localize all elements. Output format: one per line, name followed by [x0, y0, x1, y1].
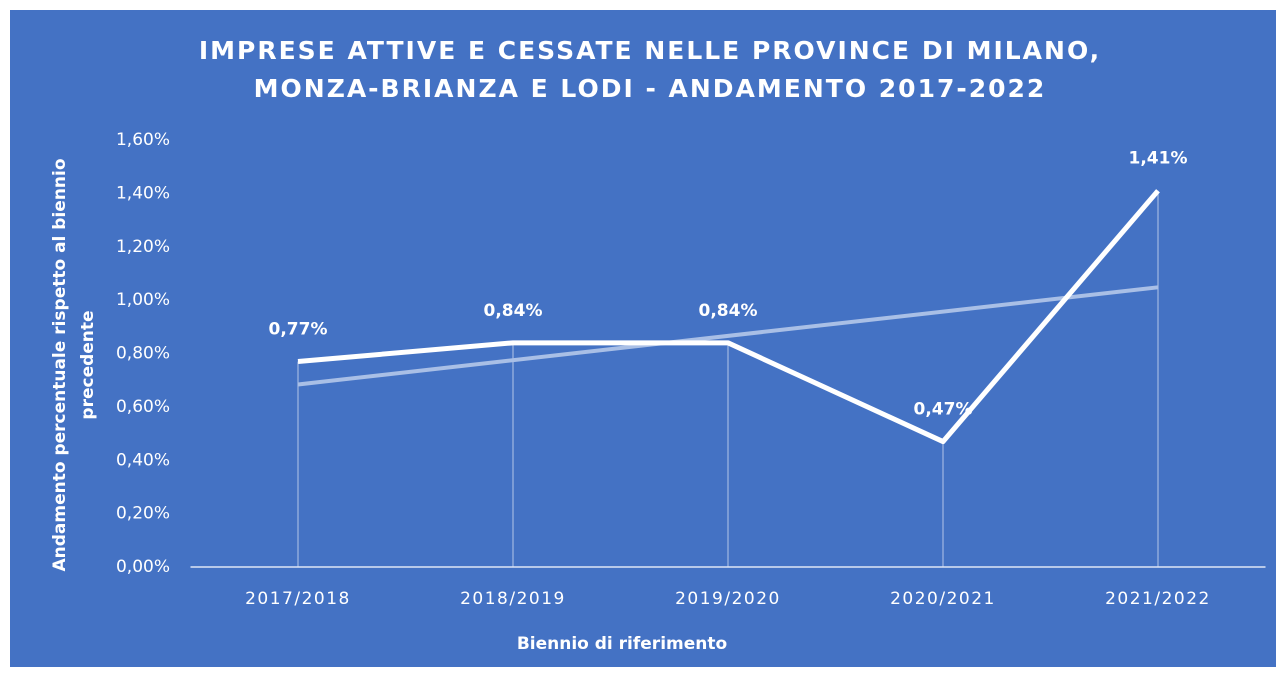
data-label: 0,77%: [269, 320, 328, 340]
data-label: 0,84%: [699, 301, 758, 321]
x-tick-label: 2019/2020: [675, 589, 781, 609]
y-tick-label: 1,40%: [116, 183, 170, 203]
y-axis-title: Andamento percentuale rispetto al bienni…: [50, 158, 70, 571]
data-label: 0,47%: [914, 400, 973, 420]
y-tick-label: 1,20%: [116, 237, 170, 257]
y-tick-label: 0,00%: [116, 557, 170, 577]
x-axis-title: Biennio di riferimento: [517, 634, 727, 654]
y-tick-label: 0,80%: [116, 344, 170, 364]
data-line: [297, 189, 1160, 445]
y-tick-label: 0,40%: [116, 450, 170, 470]
y-tick-label: 0,60%: [116, 397, 170, 417]
x-tick-label: 2017/2018: [245, 589, 351, 609]
y-axis-title: precedente: [78, 310, 98, 419]
data-label: 0,84%: [484, 301, 543, 321]
background: [10, 10, 1276, 667]
chart-title: MONZA-BRIANZA E LODI - ANDAMENTO 2017-20…: [254, 74, 1047, 103]
y-tick-label: 0,20%: [116, 504, 170, 524]
x-tick-label: 2021/2022: [1105, 589, 1211, 609]
data-label: 1,41%: [1129, 149, 1188, 169]
chart-title: IMPRESE ATTIVE E CESSATE NELLE PROVINCE …: [199, 36, 1101, 65]
x-tick-label: 2020/2021: [890, 589, 996, 609]
y-tick-label: 1,60%: [116, 130, 170, 150]
y-tick-label: 1,00%: [116, 290, 170, 310]
trendline: [297, 285, 1159, 387]
x-tick-label: 2018/2019: [460, 589, 566, 609]
